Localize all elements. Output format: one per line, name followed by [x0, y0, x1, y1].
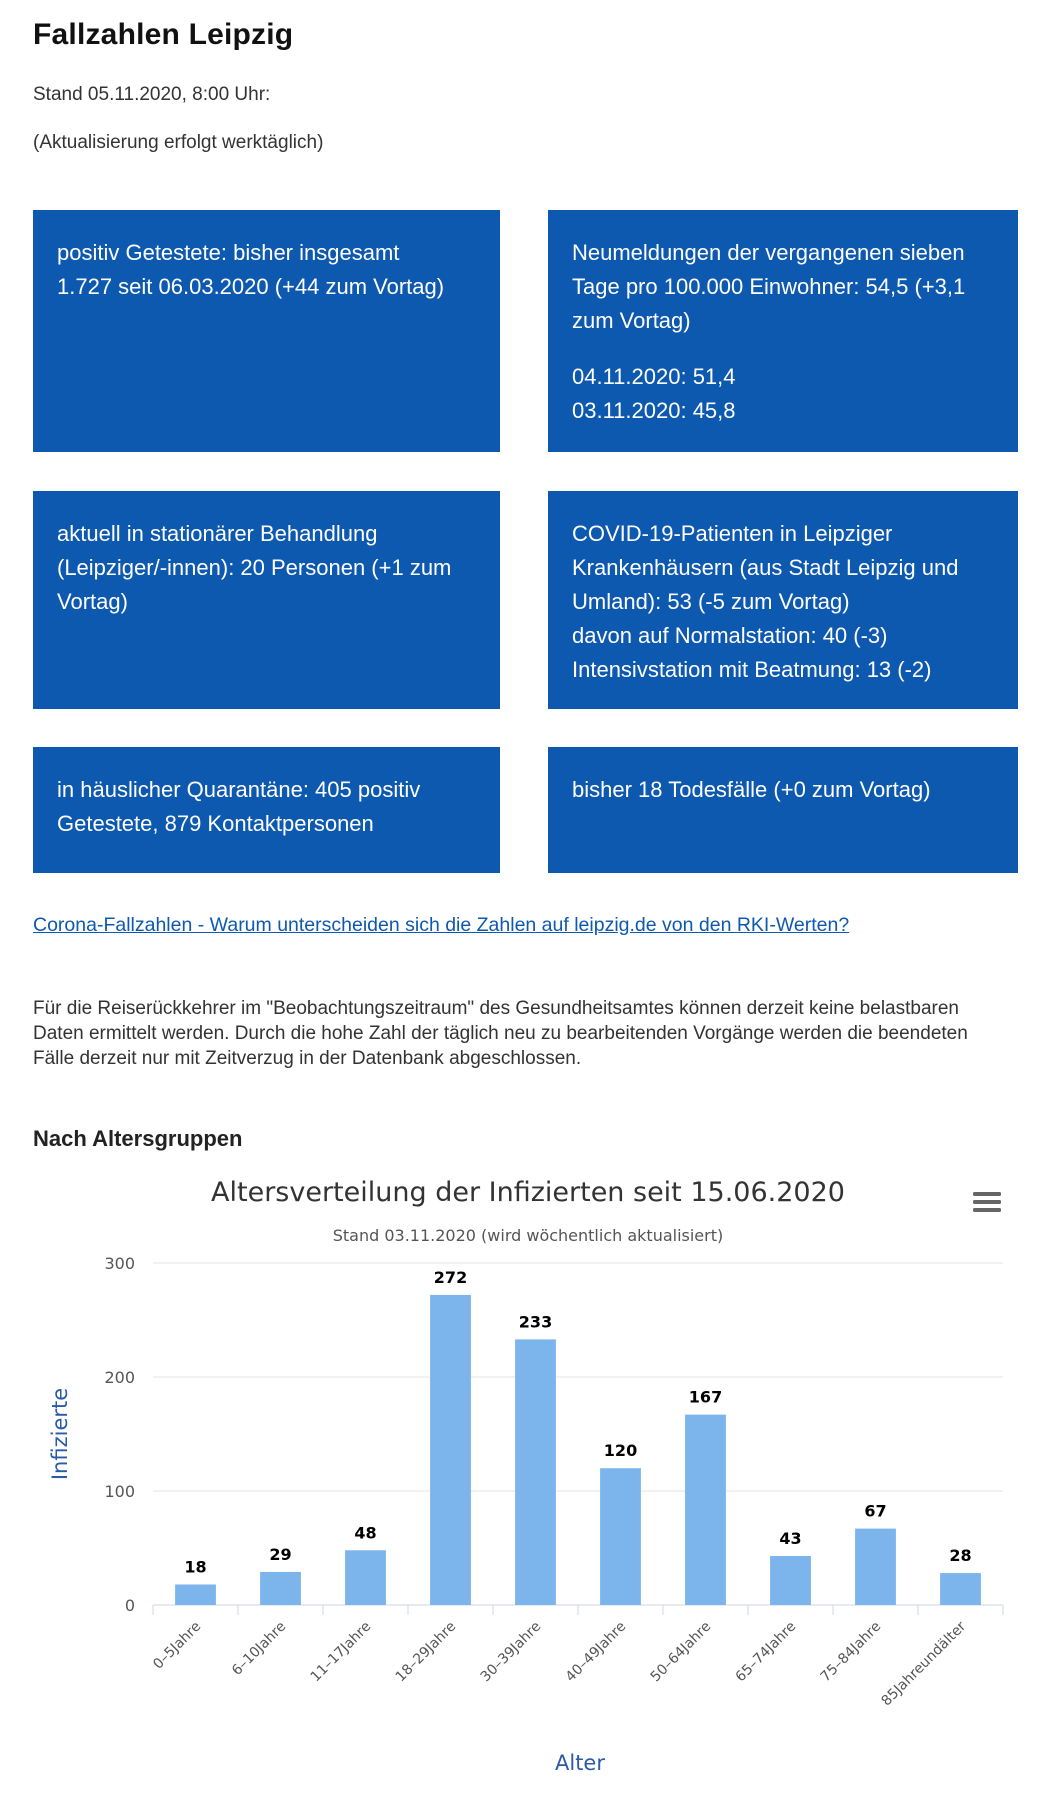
data-label: 43 [779, 1529, 801, 1548]
y-tick-label: 100 [104, 1482, 135, 1501]
box-line: Krankenhäusern (aus Stadt Leipzig und [572, 555, 959, 580]
box-line: davon auf Normalstation: 40 (-3) [572, 623, 888, 648]
x-tick-label: 75–84Jahre [818, 1619, 885, 1686]
x-tick-label: 11–17Jahre [308, 1619, 375, 1686]
x-tick-label: 50–64Jahre [648, 1619, 715, 1686]
x-tick-label: 85Jahreundälter [879, 1618, 970, 1709]
data-label: 48 [354, 1523, 376, 1542]
y-tick-label: 300 [104, 1254, 135, 1273]
x-tick-label: 65–74Jahre [733, 1619, 800, 1686]
chart-title: Altersverteilung der Infizierten seit 15… [211, 1177, 845, 1208]
bar-30–39Jahre[interactable] [515, 1339, 556, 1605]
age-distribution-chart: Altersverteilung der Infizierten seit 15… [48, 1177, 1009, 1775]
chart-subtitle: Stand 03.11.2020 (wird wöchentlich aktua… [333, 1226, 724, 1245]
bar-40–49Jahre[interactable] [600, 1468, 641, 1605]
box-line: aktuell in stationärer Behandlung [57, 521, 378, 546]
bar-65–74Jahre[interactable] [770, 1555, 811, 1605]
stand-date: Stand 05.11.2020, 8:00 Uhr: [33, 84, 271, 105]
x-axis-title: Alter [555, 1751, 605, 1775]
box-line: Tage pro 100.000 Einwohner: 54,5 (+3,1 [572, 274, 966, 299]
bar-11–17Jahre[interactable] [345, 1550, 386, 1605]
box-line: Getestete, 879 Kontaktpersonen [57, 811, 374, 836]
x-tick-label: 6–10Jahre [229, 1619, 289, 1679]
box-line: 04.11.2020: 51,4 [572, 364, 736, 389]
y-tick-label: 0 [125, 1596, 135, 1615]
quarantine-box: in häuslicher Quarantäne: 405 positiv Ge… [33, 747, 500, 873]
bar-75–84Jahre[interactable] [855, 1528, 896, 1605]
box-line: bisher 18 Todesfälle (+0 zum Vortag) [572, 777, 931, 802]
rki-difference-link[interactable]: Corona-Fallzahlen - Warum unterscheiden … [33, 914, 850, 936]
box-line: zum Vortag) [572, 308, 691, 333]
data-label: 272 [434, 1268, 467, 1287]
box-line: Neumeldungen der vergangenen sieben [572, 240, 965, 265]
x-tick-label: 30–39Jahre [478, 1619, 545, 1686]
box-line: Umland): 53 (-5 zum Vortag) [572, 589, 850, 614]
age-groups-heading: Nach Altersgruppen [33, 1126, 243, 1151]
data-label: 120 [604, 1441, 637, 1460]
data-label: 233 [519, 1312, 552, 1331]
y-tick-label: 200 [104, 1368, 135, 1387]
bar-85Jahreundälter[interactable] [940, 1573, 981, 1605]
box-line: COVID-19-Patienten in Leipziger [572, 521, 893, 546]
box-line: 1.727 seit 06.03.2020 (+44 zum Vortag) [57, 274, 445, 299]
bar-6–10Jahre[interactable] [260, 1571, 301, 1605]
positive-tested-box: positiv Getestete: bisher insgesamt 1.72… [33, 210, 500, 452]
data-label: 67 [864, 1502, 886, 1521]
deaths-box: bisher 18 Todesfälle (+0 zum Vortag) [548, 747, 1018, 873]
incidence-box: Neumeldungen der vergangenen sieben Tage… [548, 210, 1018, 452]
data-label: 29 [269, 1545, 291, 1564]
covid-patients-box: COVID-19-Patienten in Leipziger Krankenh… [548, 491, 1018, 709]
bar-0–5Jahre[interactable] [175, 1584, 216, 1605]
box-line: in häuslicher Quarantäne: 405 positiv [57, 777, 421, 802]
travel-returnees-notice: Für die Reiserückkehrer im "Beobachtungs… [33, 998, 968, 1069]
data-label: 167 [689, 1388, 722, 1407]
box-line: 03.11.2020: 45,8 [572, 398, 736, 423]
data-label: 28 [949, 1546, 971, 1565]
box-line: positiv Getestete: bisher insgesamt [57, 240, 400, 265]
box-line: (Leipziger/-innen): 20 Personen (+1 zum [57, 555, 452, 580]
hamburger-menu-icon[interactable] [965, 1184, 1009, 1220]
hospital-treatment-box: aktuell in stationärer Behandlung (Leipz… [33, 491, 500, 709]
box-line: Intensivstation mit Beatmung: 13 (-2) [572, 657, 932, 682]
bar-50–64Jahre[interactable] [685, 1414, 726, 1605]
x-tick-label: 0–5Jahre [150, 1619, 204, 1673]
y-axis-title: Infizierte [48, 1388, 72, 1480]
update-note: (Aktualisierung erfolgt werktäglich) [33, 132, 324, 153]
box-line: Vortag) [57, 589, 128, 614]
bar-18–29Jahre[interactable] [430, 1294, 471, 1605]
page-title: Fallzahlen Leipzig [33, 18, 294, 51]
x-tick-label: 40–49Jahre [563, 1619, 630, 1686]
data-label: 18 [184, 1557, 206, 1576]
x-tick-label: 18–29Jahre [393, 1619, 460, 1686]
